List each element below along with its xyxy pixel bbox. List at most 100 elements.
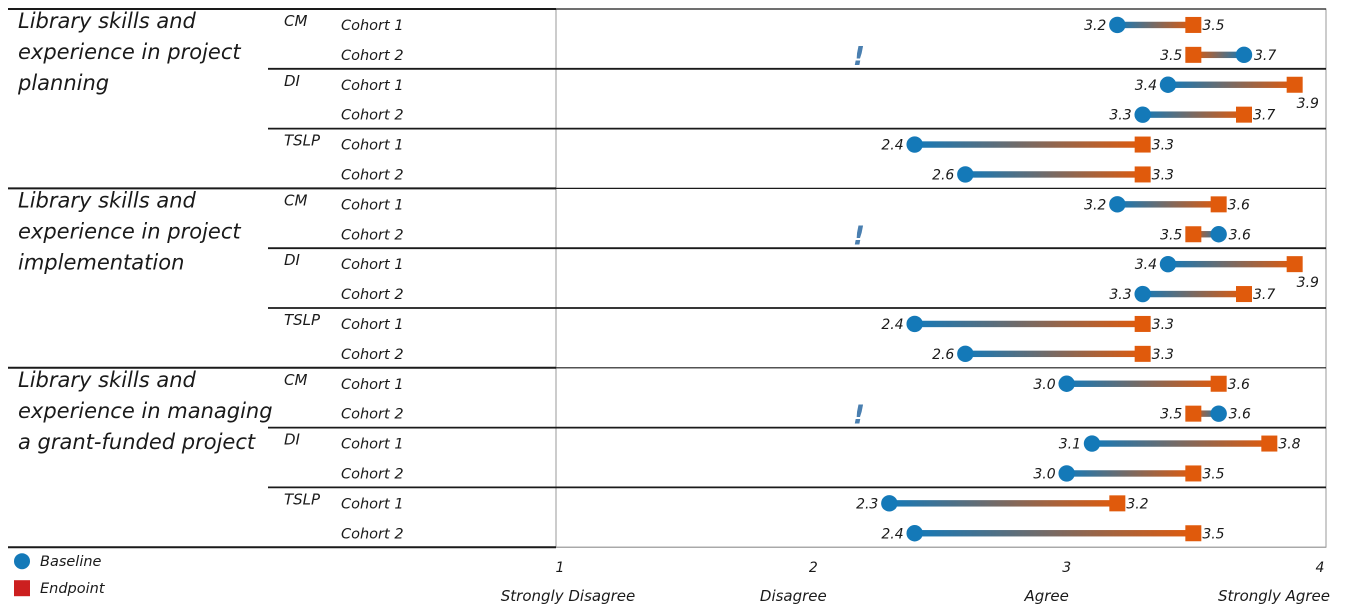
dumbbell-marks: 3.2 3.5 3.5 3.7! 3.4 3.9 3.3 3.7 2.4 3.3 2.6 3.3 3.2… [853,16,1319,542]
dumbbell-bar [1193,410,1219,417]
x-category-label: Disagree [760,587,827,605]
dumbbell-bar [1168,260,1295,268]
endpoint-value-label: 3.5 [1160,227,1182,243]
endpoint-marker [1185,16,1202,33]
cohort-label: Cohort 1 [341,257,404,273]
dumbbell-bar [1193,51,1244,59]
cohort-label: Cohort 2 [341,167,404,183]
endpoint-value-label: 3.9 [1297,96,1319,112]
cohort-label: Cohort 1 [341,496,404,512]
baseline-value-label: 2.6 [932,167,954,183]
endpoint-value-label: 3.8 [1278,437,1300,453]
x-tick-label: 2 [809,560,818,576]
legend-label: Endpoint [40,581,106,597]
baseline-value-label: 2.3 [856,496,878,512]
endpoint-marker [1185,226,1202,243]
endpoint-marker [1109,495,1126,512]
endpoint-marker [1134,166,1151,183]
row-labels: Library skills and experience in project p… [17,9,404,542]
group-title-line: experience in project [18,40,241,64]
baseline-marker [881,495,898,512]
alert-icon: ! [853,401,865,431]
baseline-value-label: 2.4 [881,138,903,154]
cohort-label: Cohort 2 [341,227,404,243]
endpoint-value-label: 3.5 [1202,18,1224,34]
group-title-line: implementation [18,250,184,274]
endpoint-marker [1261,435,1278,452]
dumbbell-bar [1066,380,1219,387]
dumbbell-bar [965,171,1143,178]
dumbbell-bar [1193,231,1219,238]
endpoint-marker [1185,46,1202,63]
dumbbell-bar [1066,470,1194,477]
dumbbell-bar [1092,440,1270,447]
baseline-marker [906,315,923,333]
endpoint-value-label: 3.3 [1152,167,1174,183]
program-label: TSLP [284,311,321,329]
baseline-value-label: 3.3 [1109,108,1131,124]
baseline-value-label: 3.4 [1135,257,1157,273]
x-category-label: Strongly Agree [1218,587,1330,605]
legend-endpoint-marker [14,580,30,597]
endpoint-marker [1210,375,1227,392]
endpoint-value-label: 3.5 [1202,466,1224,482]
baseline-marker [1083,435,1101,452]
baseline-value-label: 3.3 [1109,287,1131,303]
x-category-label: Agree [1023,587,1068,605]
endpoint-marker [1134,315,1151,332]
endpoint-marker [1185,405,1202,422]
endpoint-value-label: 3.7 [1253,287,1275,303]
baseline-marker [1134,106,1151,123]
endpoint-marker [1210,196,1227,213]
endpoint-value-label: 3.3 [1152,347,1174,363]
dumbbell-bar [1142,111,1244,118]
baseline-value-label: 3.2 [1084,18,1106,34]
baseline-value-label: 3.6 [1229,407,1251,423]
baseline-marker [1058,375,1075,392]
cohort-label: Cohort 1 [341,317,404,333]
dumbbell-bar [1142,290,1244,298]
group-title-line: Library skills and [18,368,197,392]
cohort-label: Cohort 1 [341,18,404,34]
baseline-value-label: 3.1 [1059,437,1081,453]
alert-icon: ! [853,221,865,251]
baseline-marker [1159,76,1177,93]
baseline-marker [1058,465,1075,482]
dumbbell-bar [914,530,1194,537]
baseline-value-label: 3.7 [1254,48,1276,64]
endpoint-value-label: 3.2 [1126,496,1148,512]
legend: Baseline Endpoint [14,553,106,597]
group-title-line: Library skills and [18,188,197,212]
baseline-marker [957,345,974,363]
baseline-value-label: 2.4 [881,526,903,542]
baseline-marker [1109,16,1126,34]
baseline-marker [1210,405,1227,422]
x-tick-label: 1 [556,560,565,576]
baseline-marker [1159,255,1177,273]
program-label: DI [284,431,301,449]
endpoint-marker [1286,76,1303,93]
baseline-value-label: 2.6 [932,347,954,363]
chart-frame [8,8,1327,549]
dumbbell-bar [1117,201,1219,208]
cohort-label: Cohort 1 [341,377,404,393]
group-title-line: a grant-funded project [18,430,256,454]
baseline-marker [1235,46,1253,64]
endpoint-value-label: 3.5 [1202,526,1224,542]
legend-label: Baseline [40,554,102,570]
dumbbell-bar [914,141,1143,148]
x-axis: 1 Strongly Disagree 2 Disagree 3 Agree 4 Strong… [501,560,1330,605]
cohort-label: Cohort 2 [341,287,404,303]
endpoint-marker [1286,256,1303,273]
dumbbell-bar [1117,21,1194,29]
endpoint-value-label: 3.3 [1152,138,1174,154]
endpoint-marker [1134,345,1151,362]
endpoint-value-label: 3.3 [1152,317,1174,333]
program-label: DI [284,72,301,90]
baseline-marker [1109,196,1126,213]
dumbbell-bar [889,500,1118,507]
endpoint-value-label: 3.5 [1160,48,1182,64]
group-title-line: experience in project [18,219,241,243]
cohort-label: Cohort 1 [341,437,404,453]
